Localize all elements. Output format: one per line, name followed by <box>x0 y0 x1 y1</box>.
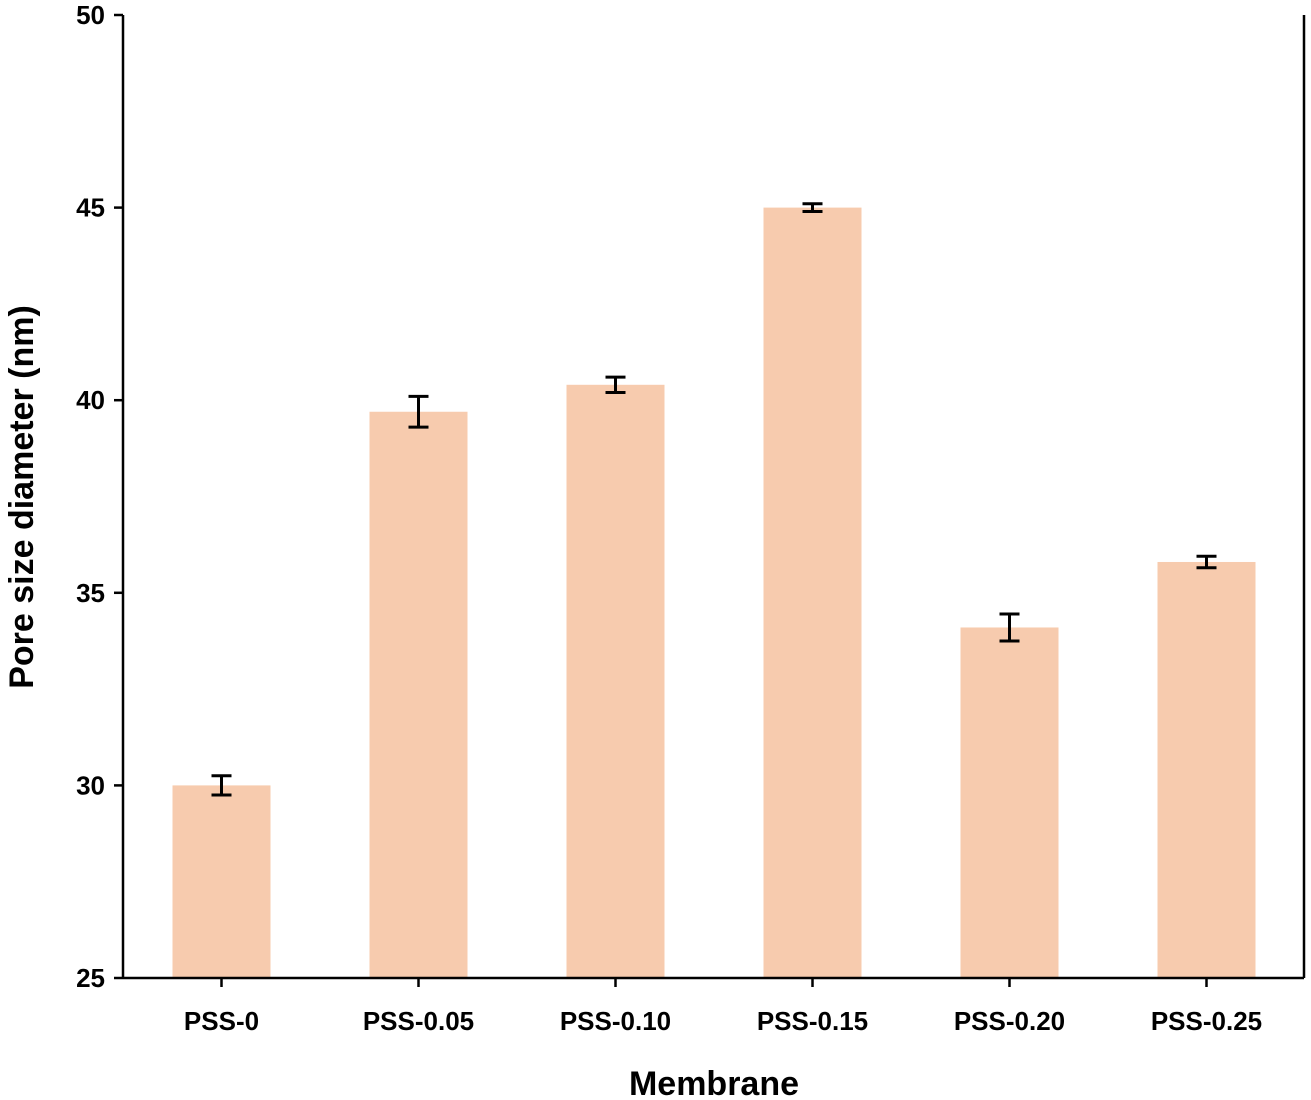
error-bar-pss-0.05 <box>408 394 429 429</box>
error-bar-pss-0.25 <box>1196 554 1217 570</box>
y-tick-label: 40 <box>76 385 105 415</box>
y-axis-title: Pore size diameter (nm) <box>3 305 41 689</box>
error-bar-pss-0.20 <box>999 612 1020 643</box>
bar-pss-0.15 <box>763 207 862 979</box>
x-axis-title: Membrane <box>629 1065 799 1100</box>
y-tick-label: 35 <box>76 578 105 608</box>
bar-pss-0.05 <box>369 411 468 979</box>
x-tick-label: PSS-0.05 <box>363 1006 474 1036</box>
bar-pss-0.25 <box>1157 561 1256 978</box>
error-bars-group <box>211 202 1217 797</box>
y-tick-label: 45 <box>76 193 105 223</box>
error-bar-pss-0.15 <box>802 202 823 213</box>
error-bar-pss-0.10 <box>605 375 626 394</box>
axes-group <box>121 15 1306 980</box>
bars-group <box>172 207 1256 979</box>
bar-pss-0.10 <box>566 384 665 978</box>
bar-pss-0 <box>172 785 271 978</box>
y-tick-label: 50 <box>76 0 105 30</box>
y-tick-label: 30 <box>76 770 105 800</box>
x-tick-label: PSS-0.10 <box>560 1006 671 1036</box>
x-tick-label: PSS-0.20 <box>954 1006 1065 1036</box>
x-ticks-group: PSS-0 PSS-0.05 PSS-0.10 PSS-0.15 PSS-0.20 PSS… <box>184 978 1262 1036</box>
x-tick-label: PSS-0.25 <box>1151 1006 1262 1036</box>
y-tick-label: 25 <box>76 963 105 993</box>
y-ticks-group: 25 30 35 40 45 50 <box>76 0 123 993</box>
x-tick-label: PSS-0.15 <box>757 1006 868 1036</box>
error-bar-pss-0 <box>211 774 232 797</box>
x-tick-label: PSS-0 <box>184 1006 259 1036</box>
bar-pss-0.20 <box>960 627 1059 978</box>
